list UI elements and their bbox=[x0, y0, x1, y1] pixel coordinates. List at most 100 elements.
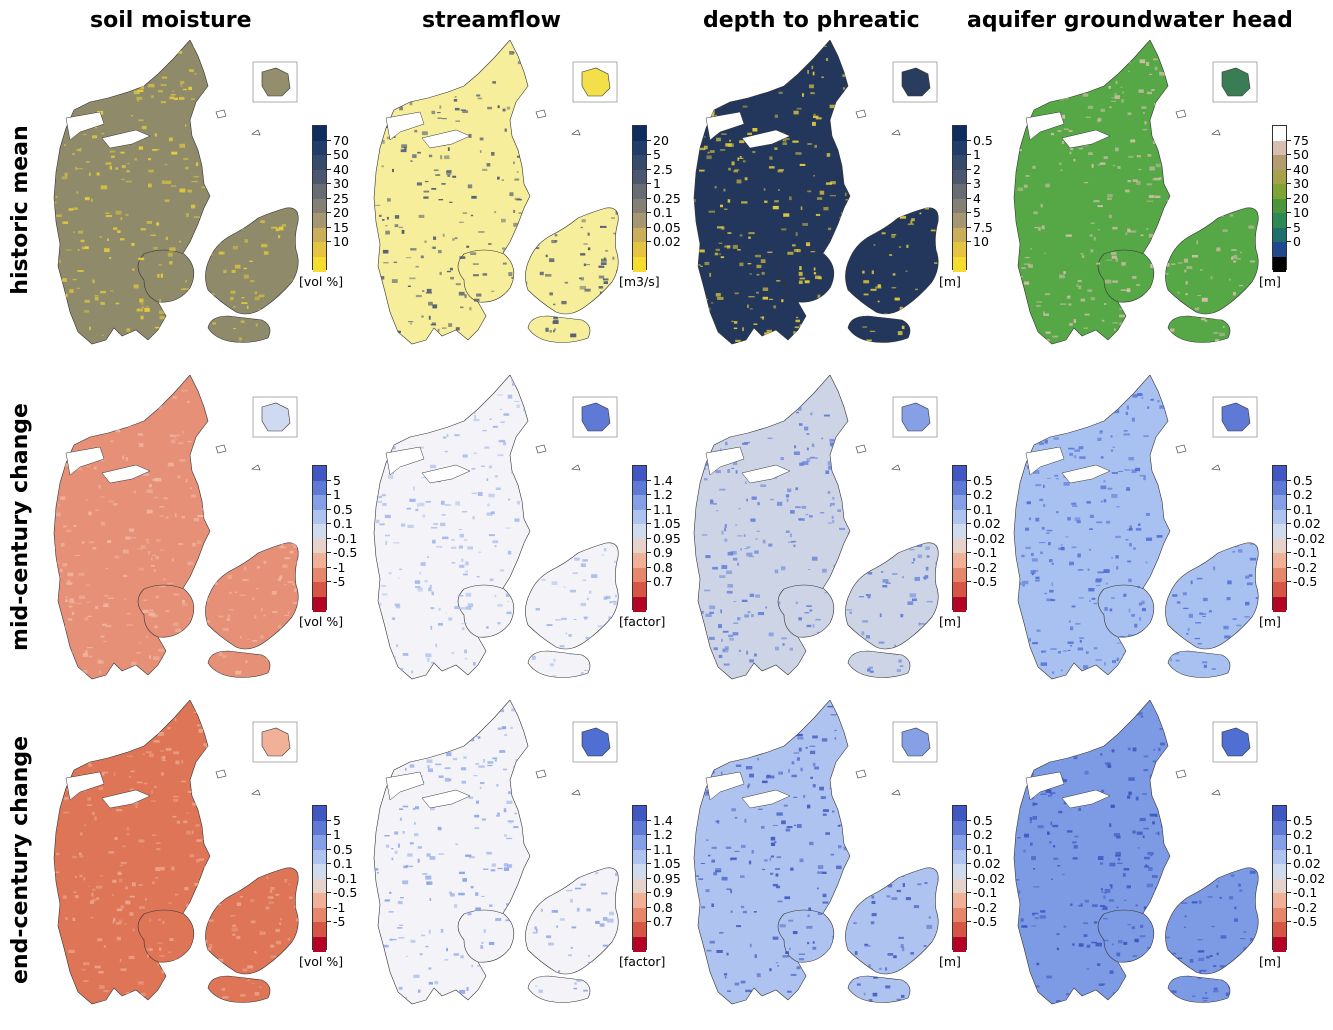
colorbar-tick-label: 0.1 bbox=[1293, 841, 1313, 857]
colorbar-tick bbox=[1287, 226, 1291, 228]
colorbar-segment bbox=[1273, 169, 1286, 185]
colorbar-segment bbox=[953, 169, 966, 185]
colorbar-segment bbox=[953, 466, 966, 481]
colorbar-tick-label: 0.02 bbox=[1293, 516, 1321, 531]
colorbar-tick-label: 4 bbox=[973, 190, 981, 206]
map-svg bbox=[373, 40, 619, 345]
colorbar-tick bbox=[327, 819, 331, 821]
colorbar-tick-label: -0.5 bbox=[1293, 574, 1318, 589]
colorbar-gradient bbox=[1272, 805, 1287, 952]
colorbar-segment bbox=[633, 509, 646, 525]
colorbar-tick bbox=[967, 892, 971, 893]
colorbar-tick bbox=[1287, 168, 1291, 170]
colorbar-segment bbox=[1273, 907, 1286, 923]
colorbar-segment bbox=[953, 198, 966, 214]
colorbar-tick bbox=[967, 834, 971, 835]
colorbar-segment bbox=[633, 480, 646, 496]
colorbar-tick bbox=[967, 508, 971, 510]
colorbar-segment bbox=[1273, 509, 1286, 525]
colorbar-tick-label: 40 bbox=[1293, 161, 1309, 177]
colorbar-tick bbox=[647, 552, 651, 553]
colorbar-tick bbox=[967, 552, 971, 553]
colorbar-tick-label: 2.5 bbox=[653, 161, 673, 177]
colorbar-tick bbox=[967, 819, 971, 821]
colorbar-tick bbox=[647, 212, 651, 213]
colorbar-tick bbox=[647, 226, 651, 228]
colorbar-tick bbox=[647, 863, 651, 864]
denmark-map bbox=[53, 375, 299, 680]
colorbar-tick-label: 0.7 bbox=[653, 574, 673, 589]
colorbar-tick-label: 0 bbox=[1293, 234, 1301, 249]
colorbar-tick bbox=[967, 537, 971, 539]
colorbar-tick-label: 0.02 bbox=[1293, 856, 1321, 871]
colorbar-segment bbox=[1273, 227, 1286, 243]
colorbar-tick-label: 1.1 bbox=[653, 841, 673, 857]
colorbar-tick-label: -0.5 bbox=[333, 885, 358, 900]
colorbar-segment bbox=[313, 509, 326, 525]
colorbar-tick-label: 10 bbox=[973, 234, 989, 249]
colorbar-tick-label: 0.9 bbox=[653, 545, 673, 560]
colorbar-segment bbox=[633, 155, 646, 170]
colorbar-tick bbox=[647, 183, 651, 184]
colorbar-segment bbox=[313, 596, 326, 612]
colorbar-segment bbox=[633, 466, 646, 481]
colorbar-tick-label: 75 bbox=[1293, 132, 1309, 148]
colorbar-tick-label: 0.02 bbox=[653, 234, 681, 249]
colorbar-segment bbox=[1273, 495, 1286, 510]
map-svg bbox=[373, 700, 619, 1005]
colorbar-tick-label: 0.5 bbox=[333, 841, 353, 857]
colorbar-segment bbox=[953, 582, 966, 597]
colorbar-segment bbox=[313, 806, 326, 821]
colorbar-tick bbox=[647, 139, 651, 141]
colorbar-tick-label: 10 bbox=[1293, 205, 1309, 220]
colorbar-segment bbox=[1273, 480, 1286, 496]
colorbar-segment bbox=[953, 140, 966, 156]
row-title-historic-mean: historic mean bbox=[8, 125, 33, 295]
colorbar-tick-label: 1.4 bbox=[653, 472, 673, 488]
colorbar-segment bbox=[1273, 213, 1286, 228]
colorbar-segment bbox=[953, 184, 966, 199]
colorbar-tick bbox=[967, 197, 971, 199]
bornholm-inset bbox=[252, 721, 298, 763]
colorbar-segment bbox=[313, 907, 326, 923]
denmark-map bbox=[373, 375, 619, 680]
colorbar-segment bbox=[313, 184, 326, 199]
colorbar-tick bbox=[1287, 552, 1291, 553]
colorbar-tick bbox=[967, 226, 971, 228]
colorbar-segment bbox=[313, 835, 326, 850]
colorbar-segment bbox=[1273, 922, 1286, 937]
colorbar-tick-label: 30 bbox=[333, 176, 349, 191]
colorbar-tick-label: 0.95 bbox=[653, 530, 681, 546]
colorbar-tick-label: 0.02 bbox=[973, 516, 1001, 531]
colorbar-segment bbox=[633, 849, 646, 865]
colorbar-tick-label: -0.2 bbox=[973, 899, 998, 915]
colorbar-tick bbox=[327, 241, 331, 242]
colorbar-segment bbox=[953, 538, 966, 554]
colorbar-segment bbox=[313, 169, 326, 185]
colorbar-segment bbox=[633, 864, 646, 879]
colorbar-gradient bbox=[952, 465, 967, 612]
colorbar-tick bbox=[647, 921, 651, 922]
colorbar-tick bbox=[1287, 537, 1291, 539]
colorbar-tick-label: 1.05 bbox=[653, 856, 681, 871]
colorbar-segment bbox=[313, 480, 326, 496]
colorbar-tick bbox=[1287, 508, 1291, 510]
colorbar-segment bbox=[633, 126, 646, 141]
colorbar-tick-label: -0.5 bbox=[333, 545, 358, 560]
colorbar-tick bbox=[1287, 921, 1291, 922]
colorbar-tick bbox=[967, 523, 971, 524]
map-svg bbox=[693, 700, 939, 1005]
colorbar-tick bbox=[327, 212, 331, 213]
colorbar-tick bbox=[967, 212, 971, 213]
colorbar-segment bbox=[953, 567, 966, 583]
colorbar-segment bbox=[633, 524, 646, 539]
colorbar-tick-label: 0.1 bbox=[333, 856, 353, 871]
colorbar-segment bbox=[313, 849, 326, 865]
colorbar-tick-label: -1 bbox=[333, 899, 346, 915]
colorbar-segment bbox=[313, 198, 326, 214]
colorbar-tick bbox=[327, 566, 331, 568]
colorbar-tick-label: 0.2 bbox=[973, 487, 993, 502]
colorbar-segment bbox=[953, 893, 966, 908]
colorbar-tick-label: 2 bbox=[973, 161, 981, 177]
colorbar-tick bbox=[967, 154, 971, 155]
